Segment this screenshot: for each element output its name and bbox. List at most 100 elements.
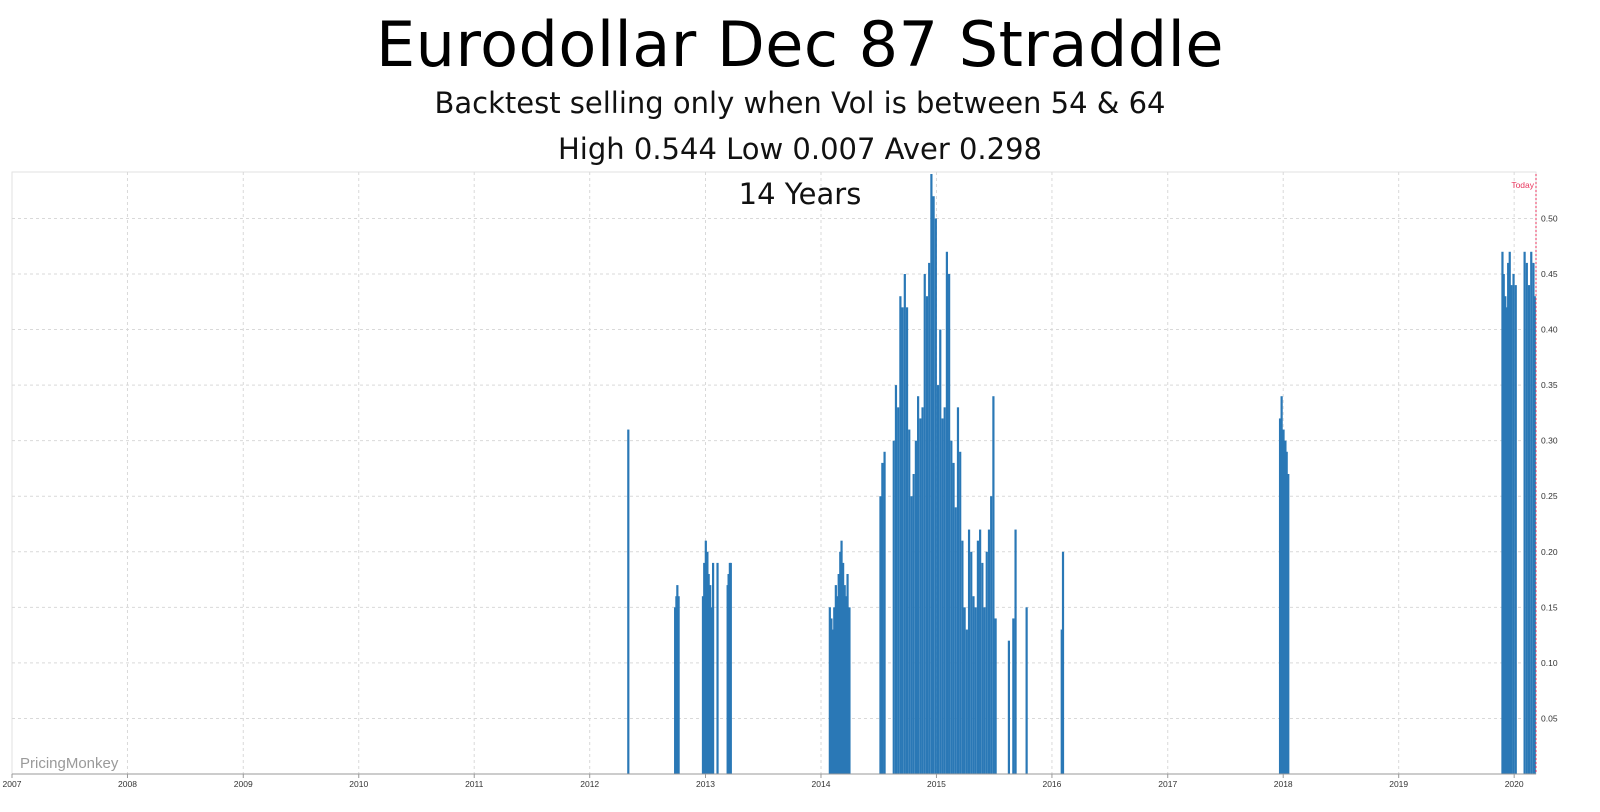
bar [836, 596, 839, 774]
bar [831, 629, 834, 774]
bar [879, 496, 882, 774]
bar [842, 562, 845, 774]
bar [903, 274, 906, 774]
bar [1025, 607, 1028, 774]
bar [936, 385, 940, 774]
bar [987, 529, 991, 774]
bar [846, 574, 849, 774]
bar [959, 451, 962, 774]
bar [707, 574, 710, 774]
x-tick-label: 2008 [118, 779, 137, 789]
y-tick-label: 0.40 [1541, 325, 1558, 335]
bar-series [627, 174, 1536, 775]
bar [1284, 440, 1287, 774]
bar [709, 585, 712, 774]
bar [917, 396, 920, 774]
bar [1502, 274, 1505, 774]
bar [897, 407, 900, 774]
bar [954, 507, 957, 774]
bar [985, 551, 988, 774]
bar [1505, 307, 1508, 774]
bar [1507, 262, 1510, 774]
bar [974, 607, 977, 774]
bar [963, 607, 966, 774]
y-tick-label: 0.15 [1541, 602, 1558, 612]
subtitle-line-3: 14 Years [738, 177, 862, 211]
y-tick-label: 0.45 [1541, 269, 1558, 279]
bar [941, 418, 944, 774]
bar [677, 596, 680, 774]
bar [701, 596, 705, 774]
bar [979, 529, 982, 774]
bar [844, 596, 848, 774]
bar [967, 529, 971, 774]
bar [892, 440, 895, 774]
bar [839, 551, 842, 774]
bar [943, 407, 946, 774]
bar [729, 562, 732, 774]
bar [990, 496, 993, 774]
bar [840, 540, 843, 774]
bar [1527, 285, 1531, 774]
y-tick-label: 0.30 [1541, 436, 1558, 446]
x-tick-label: 2016 [1042, 779, 1061, 789]
bar [1060, 629, 1063, 774]
bar [899, 296, 902, 774]
bar [883, 451, 886, 774]
y-tick-label: 0.50 [1541, 213, 1558, 223]
x-tick-label: 2019 [1389, 779, 1408, 789]
x-tick-label: 2012 [580, 779, 599, 789]
bar [704, 540, 707, 774]
bar [1533, 296, 1536, 774]
x-axis: 2007 2008 2009 2010 2011 2012 2013 2014 2015 2016… [3, 773, 1536, 789]
bar [970, 551, 973, 774]
y-tick-label: 0.20 [1541, 547, 1558, 557]
bar [983, 607, 986, 774]
bar [939, 329, 942, 774]
x-tick-label: 2011 [465, 779, 484, 789]
x-tick-label: 2007 [3, 779, 22, 789]
x-tick-label: 2018 [1274, 779, 1293, 789]
bar [921, 407, 924, 774]
subtitle-line-1: Backtest selling only when Vol is betwee… [434, 86, 1166, 120]
bar [843, 585, 846, 774]
bar [881, 462, 884, 774]
bar [901, 307, 904, 774]
bar [1007, 640, 1011, 774]
bar [1530, 251, 1533, 774]
bar [627, 429, 630, 774]
bar [1501, 251, 1504, 774]
bar [945, 251, 948, 774]
bar [914, 440, 917, 774]
x-tick-label: 2020 [1505, 779, 1524, 789]
x-tick-label: 2015 [927, 779, 946, 789]
bar [976, 540, 980, 774]
bar [981, 562, 984, 774]
bar [1061, 551, 1065, 774]
plot-frame [11, 171, 1537, 775]
bar [956, 407, 960, 774]
bar [912, 474, 915, 774]
chart-title: Eurodollar Dec 87 Straddle [376, 8, 1224, 81]
watermark: PricingMonkey [20, 755, 119, 772]
bar [1512, 274, 1515, 774]
bar [710, 607, 713, 774]
bar [1504, 296, 1507, 774]
bar [1523, 251, 1526, 774]
bar [910, 496, 913, 774]
today-marker: Today [1511, 174, 1537, 774]
bar [727, 574, 730, 774]
bar [972, 596, 975, 774]
today-label: Today [1511, 180, 1534, 190]
bar [965, 629, 968, 774]
bar [992, 396, 995, 774]
bar [934, 218, 937, 774]
y-tick-label: 0.05 [1541, 713, 1558, 723]
bar [1285, 451, 1288, 774]
bar [994, 618, 997, 774]
bar [1014, 529, 1017, 774]
x-tick-label: 2013 [696, 779, 715, 789]
bar [712, 562, 715, 774]
x-tick-label: 2009 [234, 779, 253, 789]
